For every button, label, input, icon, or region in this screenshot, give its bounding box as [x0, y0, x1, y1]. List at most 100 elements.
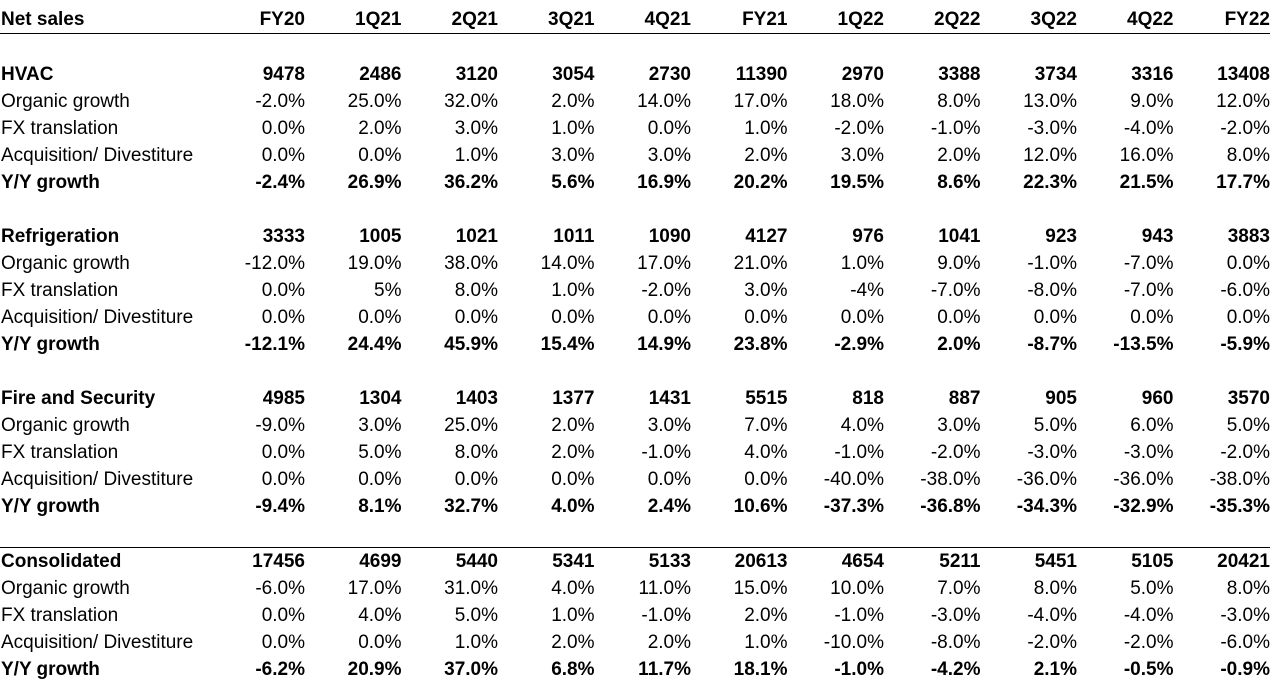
cell-value: 4.0% — [551, 496, 595, 517]
cell-value: 20.2% — [733, 172, 788, 193]
spacer-row — [0, 520, 1270, 548]
cell-value: 8.0% — [1033, 578, 1077, 599]
cell-value: 11.7% — [638, 659, 691, 680]
cell-value: -6.0% — [255, 578, 305, 599]
net-sales-value: 3054 — [552, 64, 595, 85]
cell-value: 11.0% — [638, 578, 691, 599]
cell-value: -3.0% — [1220, 605, 1270, 626]
cell-value: 2.0% — [937, 145, 981, 166]
cell-value: 32.0% — [444, 91, 498, 112]
cell-value: -4.0% — [1123, 605, 1174, 626]
cell-value: 17.0% — [733, 91, 788, 112]
detail-row: Acquisition/ Divestiture 0.0% 0.0% 1.0% 3.0%… — [0, 142, 1270, 169]
cell-value: -6.0% — [1220, 632, 1270, 653]
column-header: FY21 — [691, 6, 788, 34]
cell-value: 0.0% — [551, 307, 595, 328]
cell-value: -9.0% — [255, 415, 305, 436]
row-label: Y/Y growth — [1, 659, 100, 680]
cell-value: -35.3% — [1209, 496, 1270, 517]
cell-value: -6.2% — [255, 659, 305, 680]
cell-value: -10.0% — [823, 632, 884, 653]
row-label: Organic growth — [1, 253, 130, 274]
cell-value: -32.9% — [1113, 496, 1174, 517]
cell-value: 5.0% — [1033, 415, 1077, 436]
cell-value: 22.3% — [1023, 172, 1077, 193]
detail-row: FX translation 0.0% 4.0% 5.0% 1.0% -1.0% 2.0% -… — [0, 602, 1270, 629]
net-sales-value: 5515 — [745, 388, 788, 409]
segment-name: Refrigeration — [1, 226, 120, 247]
net-sales-value: 17456 — [215, 547, 305, 575]
cell-value: -1.0% — [641, 605, 691, 626]
detail-row: Organic growth -6.0% 17.0% 31.0% 4.0% 11.0% 15… — [0, 575, 1270, 602]
cell-value: 0.0% — [261, 632, 305, 653]
cell-value: -38.0% — [1209, 469, 1270, 490]
cell-value: 9.0% — [937, 253, 981, 274]
cell-value: 0.0% — [261, 280, 305, 301]
row-label: FX translation — [1, 118, 119, 139]
cell-value: 4.0% — [840, 415, 884, 436]
cell-value: 3.0% — [744, 280, 788, 301]
cell-value: 0.0% — [647, 469, 691, 490]
cell-value: 15.0% — [733, 578, 788, 599]
segment-name: Fire and Security — [1, 388, 156, 409]
net-sales-value: 5440 — [401, 547, 498, 575]
cell-value: 32.7% — [444, 496, 498, 517]
cell-value: 8.0% — [1226, 145, 1270, 166]
net-sales-value: 4654 — [787, 547, 884, 575]
cell-value: 1.0% — [454, 632, 498, 653]
cell-value: 0.0% — [840, 307, 884, 328]
cell-value: -12.0% — [244, 253, 305, 274]
net-sales-value: 3734 — [1034, 64, 1077, 85]
segment-name: HVAC — [1, 64, 54, 85]
detail-row: Acquisition/ Divestiture 0.0% 0.0% 0.0% 0.0%… — [0, 466, 1270, 493]
cell-value: 2.0% — [551, 415, 595, 436]
detail-row: Organic growth -2.0% 25.0% 32.0% 2.0% 14.0% 17… — [0, 88, 1270, 115]
column-header: 2Q21 — [401, 6, 498, 34]
cell-value: 14.0% — [540, 253, 595, 274]
cell-value: 5.0% — [358, 442, 402, 463]
net-sales-value: 1041 — [938, 226, 981, 247]
cell-value: 3.0% — [647, 415, 691, 436]
cell-value: -1.0% — [930, 118, 981, 139]
cell-value: -2.9% — [834, 334, 884, 355]
net-sales-value: 3333 — [262, 226, 305, 247]
cell-value: -2.0% — [1220, 442, 1270, 463]
cell-value: -36.8% — [920, 496, 981, 517]
cell-value: -7.0% — [930, 280, 981, 301]
cell-value: -3.0% — [1027, 442, 1077, 463]
cell-value: 3.0% — [840, 145, 884, 166]
cell-value: 14.0% — [637, 91, 691, 112]
cell-value: 8.0% — [937, 91, 981, 112]
net-sales-value: 1377 — [552, 388, 595, 409]
cell-value: 2.1% — [1033, 659, 1077, 680]
yoy-growth-row: Y/Y growth -12.1% 24.4% 45.9% 15.4% 14.9% 23.8… — [0, 331, 1270, 358]
cell-value: 0.0% — [647, 118, 691, 139]
column-header: 3Q21 — [498, 6, 595, 34]
detail-row: Acquisition/ Divestiture 0.0% 0.0% 1.0% 2.0%… — [0, 629, 1270, 656]
cell-value: -0.5% — [1123, 659, 1174, 680]
net-sales-value: 1431 — [648, 388, 691, 409]
cell-value: -1.0% — [834, 659, 884, 680]
row-label: Y/Y growth — [1, 172, 100, 193]
row-label: Y/Y growth — [1, 496, 100, 517]
cell-value: 10.6% — [733, 496, 788, 517]
cell-value: 0.0% — [261, 145, 305, 166]
cell-value: 13.0% — [1023, 91, 1077, 112]
cell-value: 0.0% — [744, 469, 788, 490]
cell-value: 15.4% — [540, 334, 595, 355]
yoy-growth-row: Y/Y growth -6.2% 20.9% 37.0% 6.8% 11.7% 18.1% -… — [0, 656, 1270, 683]
cell-value: 12.0% — [1216, 91, 1270, 112]
net-sales-value: 818 — [852, 388, 884, 409]
net-sales-value: 5451 — [980, 547, 1077, 575]
cell-value: 19.0% — [347, 253, 402, 274]
column-header: FY22 — [1173, 6, 1270, 34]
cell-value: 18.1% — [733, 659, 788, 680]
cell-value: 16.0% — [1119, 145, 1174, 166]
cell-value: 3.0% — [358, 415, 402, 436]
row-label: FX translation — [1, 280, 119, 301]
cell-value: -2.4% — [255, 172, 305, 193]
cell-value: -34.3% — [1016, 496, 1077, 517]
cell-value: 5% — [374, 280, 402, 301]
cell-value: -2.0% — [1123, 632, 1174, 653]
cell-value: 7.0% — [744, 415, 788, 436]
